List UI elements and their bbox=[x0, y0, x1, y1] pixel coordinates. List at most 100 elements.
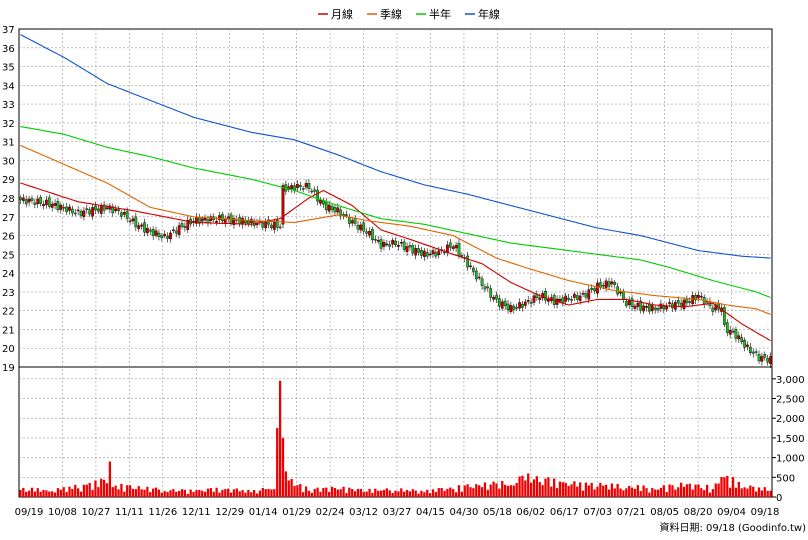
volume-bar bbox=[97, 487, 100, 497]
candle-up bbox=[769, 356, 772, 364]
volume-bar bbox=[668, 484, 671, 497]
volume-bar bbox=[700, 488, 703, 497]
volume-bar bbox=[613, 488, 616, 497]
candle-down bbox=[740, 337, 744, 343]
volume-bar bbox=[192, 491, 195, 497]
volume-bar bbox=[746, 488, 749, 497]
candle-up bbox=[691, 295, 695, 305]
volume-bar bbox=[241, 490, 244, 497]
volume-tick-label: 1,000 bbox=[776, 454, 805, 465]
candle-down bbox=[324, 201, 328, 211]
candle-up bbox=[131, 218, 135, 222]
volume-bar bbox=[212, 491, 215, 497]
volume-bar bbox=[570, 484, 573, 497]
volume-bar bbox=[105, 483, 109, 497]
volume-bar bbox=[659, 487, 663, 497]
volume-bar bbox=[385, 488, 388, 497]
volume-bar bbox=[573, 481, 576, 497]
volume-bar bbox=[426, 489, 429, 497]
volume-bar bbox=[752, 486, 755, 497]
volume-bar bbox=[172, 489, 175, 497]
volume-bar bbox=[535, 476, 539, 497]
candle-up bbox=[42, 204, 45, 206]
candle-up bbox=[619, 292, 622, 294]
candle-down bbox=[19, 197, 22, 201]
candle-down bbox=[570, 299, 573, 301]
candle-down bbox=[648, 304, 651, 312]
volume-bar bbox=[743, 487, 746, 497]
candle-up bbox=[422, 250, 426, 257]
candle-up bbox=[68, 206, 71, 211]
x-tick-label: 02/24 bbox=[316, 507, 345, 518]
volume-bar bbox=[85, 484, 88, 497]
volume-bar bbox=[180, 489, 184, 497]
candle-down bbox=[711, 307, 715, 312]
volume-bar bbox=[677, 487, 680, 497]
volume-bar bbox=[27, 490, 31, 497]
volume-bar bbox=[374, 488, 377, 497]
price-tick-label: 22 bbox=[2, 307, 15, 318]
candle-down bbox=[183, 226, 187, 228]
volume-bar bbox=[555, 488, 559, 497]
volume-bar bbox=[679, 482, 683, 497]
candle-down bbox=[656, 308, 660, 311]
volume-bar bbox=[529, 482, 533, 497]
candle-up bbox=[391, 239, 394, 245]
price-tick-label: 35 bbox=[2, 63, 15, 74]
volume-bar bbox=[642, 485, 645, 497]
volume-bars bbox=[19, 380, 772, 497]
candle-down bbox=[157, 232, 161, 237]
volume-bar bbox=[420, 490, 423, 497]
volume-bar bbox=[232, 489, 236, 497]
price-tick-label: 19 bbox=[2, 363, 15, 374]
moving-average-lines bbox=[20, 34, 771, 342]
volume-bar bbox=[538, 482, 541, 497]
candle-down bbox=[356, 224, 360, 230]
volume-bar bbox=[671, 485, 674, 497]
volume-bar bbox=[405, 489, 409, 497]
volume-bar bbox=[469, 487, 472, 497]
volume-bar bbox=[495, 483, 498, 497]
candle-up bbox=[451, 246, 455, 249]
candle-up bbox=[304, 183, 308, 188]
volume-bar bbox=[114, 485, 117, 497]
volume-bar bbox=[639, 491, 642, 497]
volume-bar bbox=[431, 489, 435, 497]
candle-up bbox=[215, 220, 218, 223]
volume-bar bbox=[169, 490, 172, 497]
volume-bar bbox=[662, 485, 665, 497]
candle-up bbox=[699, 295, 703, 298]
candle-down bbox=[347, 217, 351, 224]
volume-bar bbox=[674, 489, 677, 497]
candle-down bbox=[544, 290, 547, 301]
candle-down bbox=[151, 229, 155, 236]
volume-bar bbox=[330, 486, 334, 497]
candle-down bbox=[723, 307, 726, 325]
volume-bar bbox=[166, 492, 169, 497]
candle-down bbox=[601, 284, 605, 287]
candle-up bbox=[633, 305, 637, 309]
volume-bar bbox=[731, 477, 735, 497]
candle-up bbox=[645, 306, 648, 308]
candle-down bbox=[160, 235, 164, 238]
candle-up bbox=[327, 204, 331, 212]
volume-bar bbox=[310, 492, 313, 497]
candle-down bbox=[362, 222, 366, 232]
candle-up bbox=[642, 305, 645, 312]
volume-bar bbox=[697, 484, 700, 497]
x-tick-label: 08/20 bbox=[684, 507, 713, 518]
candle-down bbox=[333, 207, 337, 213]
volume-bar bbox=[636, 485, 639, 497]
volume-bar bbox=[336, 489, 339, 497]
volume-bar bbox=[599, 482, 602, 497]
candle-up bbox=[668, 302, 671, 304]
volume-bar bbox=[506, 485, 510, 497]
candle-down bbox=[71, 208, 74, 214]
candle-up bbox=[137, 225, 141, 229]
price-tick-label: 30 bbox=[2, 156, 15, 167]
candle-down bbox=[111, 206, 115, 214]
volume-bar bbox=[152, 488, 155, 497]
candle-down bbox=[85, 208, 89, 210]
volume-bar bbox=[25, 491, 28, 497]
candle-down bbox=[685, 298, 689, 304]
